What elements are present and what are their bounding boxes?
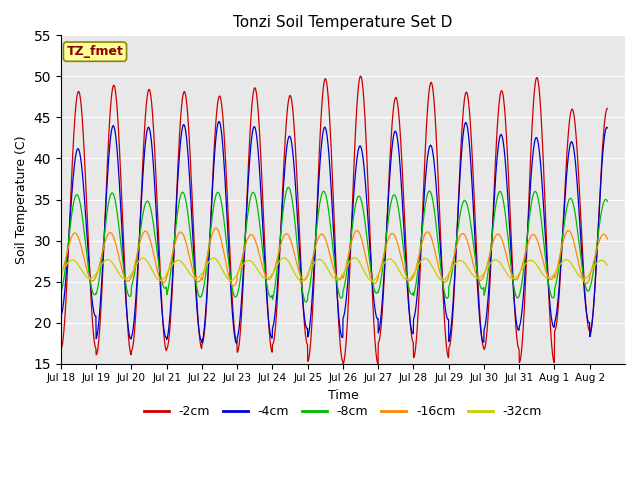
-16cm	[230, 283, 237, 289]
-8cm	[588, 277, 596, 283]
-2cm	[588, 319, 596, 325]
-32cm	[323, 264, 330, 270]
-8cm	[323, 199, 331, 204]
-4cm	[604, 125, 611, 131]
-4cm	[233, 340, 241, 346]
-2cm	[339, 361, 347, 367]
-8cm	[302, 299, 310, 305]
-2cm	[85, 250, 93, 256]
-32cm	[351, 255, 358, 261]
Line: -32cm: -32cm	[61, 258, 607, 281]
-32cm	[368, 278, 376, 284]
-8cm	[588, 276, 596, 282]
-8cm	[309, 262, 317, 267]
-16cm	[488, 244, 495, 250]
-2cm	[308, 317, 316, 323]
-32cm	[308, 263, 316, 269]
-4cm	[323, 134, 331, 140]
-8cm	[604, 199, 611, 204]
-32cm	[57, 271, 65, 276]
-16cm	[57, 273, 65, 279]
Text: TZ_fmet: TZ_fmet	[67, 45, 124, 58]
-16cm	[85, 273, 93, 279]
-4cm	[85, 259, 93, 264]
Y-axis label: Soil Temperature (C): Soil Temperature (C)	[15, 135, 28, 264]
-32cm	[488, 259, 495, 264]
Legend: -2cm, -4cm, -8cm, -16cm, -32cm: -2cm, -4cm, -8cm, -16cm, -32cm	[139, 400, 547, 423]
-2cm	[323, 80, 330, 85]
-4cm	[215, 119, 223, 124]
Line: -8cm: -8cm	[61, 187, 607, 302]
-8cm	[488, 236, 495, 241]
-16cm	[588, 266, 596, 272]
-4cm	[588, 321, 596, 327]
-4cm	[309, 288, 317, 293]
-32cm	[85, 276, 93, 281]
-16cm	[323, 241, 331, 247]
-2cm	[488, 241, 495, 247]
-8cm	[57, 289, 65, 295]
Line: -2cm: -2cm	[61, 76, 607, 364]
-2cm	[57, 346, 65, 351]
-4cm	[588, 324, 596, 329]
Line: -4cm: -4cm	[61, 121, 607, 343]
-2cm	[604, 106, 611, 111]
-16cm	[309, 255, 317, 261]
Line: -16cm: -16cm	[61, 228, 607, 286]
-32cm	[604, 263, 611, 268]
-32cm	[588, 267, 596, 273]
-4cm	[57, 313, 65, 319]
-32cm	[588, 267, 596, 273]
-8cm	[285, 184, 292, 190]
X-axis label: Time: Time	[328, 389, 358, 402]
-2cm	[588, 322, 596, 327]
-8cm	[85, 268, 93, 274]
-4cm	[488, 238, 495, 244]
-2cm	[356, 73, 364, 79]
-16cm	[604, 236, 611, 242]
-16cm	[588, 265, 596, 271]
Title: Tonzi Soil Temperature Set D: Tonzi Soil Temperature Set D	[233, 15, 452, 30]
-16cm	[212, 225, 220, 231]
